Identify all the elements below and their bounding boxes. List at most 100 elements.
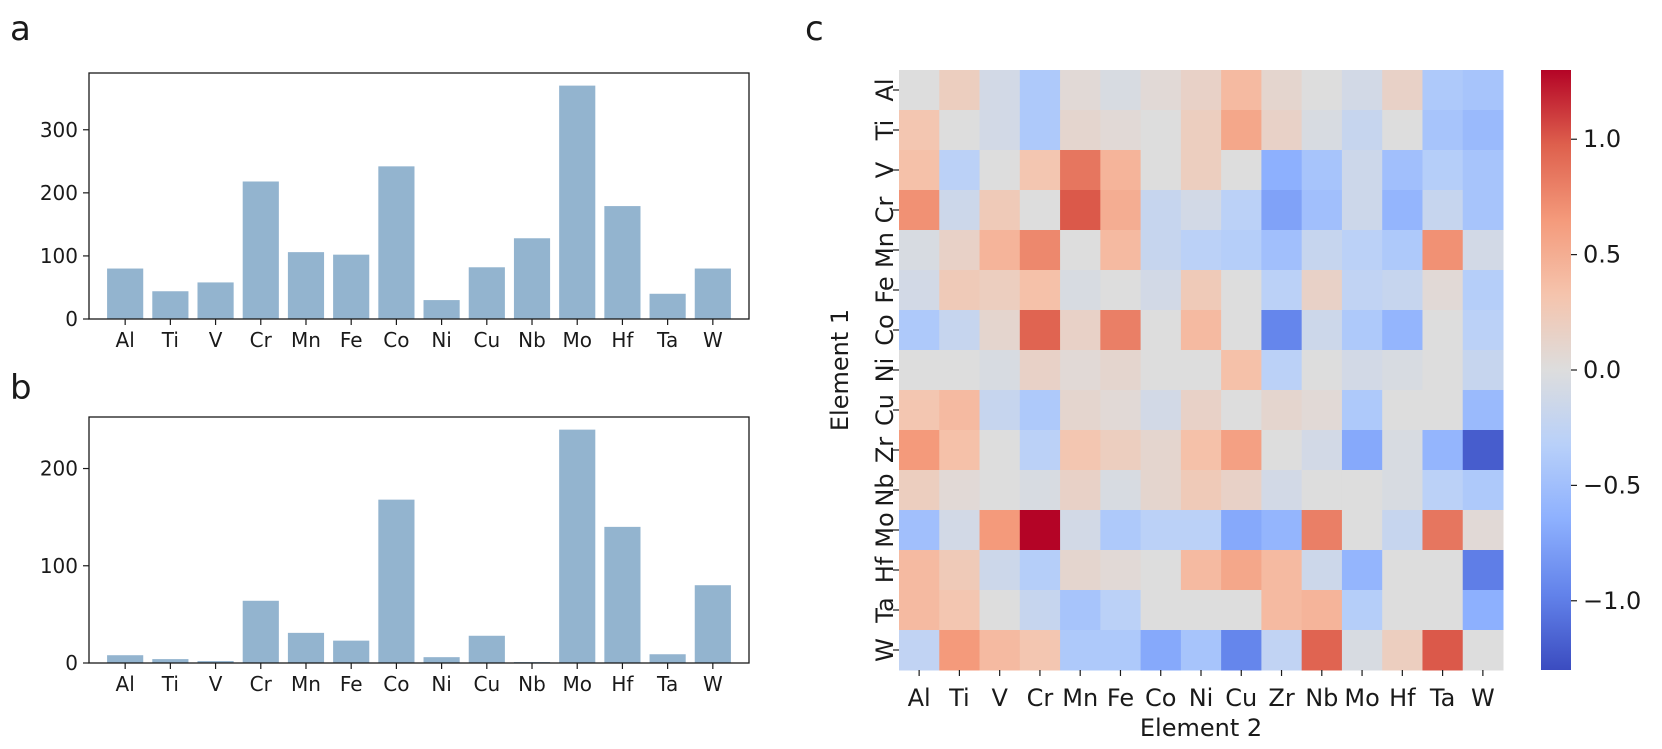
heatmap-y-label-hf: Hf: [871, 556, 899, 583]
heatmap-cell-mn-mo: [1341, 230, 1383, 271]
heatmap-cell-mo-nb: [1301, 510, 1343, 551]
heatmap-cell-co-nb: [1301, 310, 1343, 351]
bar-b-cr: [242, 600, 279, 663]
bar-b-fe: [333, 640, 370, 663]
heatmap-cell-hf-al: [899, 550, 940, 591]
heatmap-cell-mn-hf: [1382, 230, 1423, 271]
y-tick-label-a-200: 200: [40, 181, 78, 205]
heatmap-cell-mo-co: [1140, 510, 1182, 551]
heatmap-cell-cr-mo: [1341, 190, 1383, 231]
heatmap-cell-fe-ni: [1180, 270, 1222, 311]
heatmap-cell-cu-ni: [1180, 390, 1222, 431]
heatmap-cell-co-co: [1140, 310, 1182, 351]
bar-a-ti: [152, 291, 189, 319]
heatmap-cell-zr-mo: [1341, 430, 1383, 471]
heatmap-cell-hf-ni: [1180, 550, 1222, 591]
heatmap-cell-nb-hf: [1382, 470, 1423, 511]
heatmap-cell-zr-zr: [1261, 430, 1303, 471]
heatmap-x-label-w: W: [1471, 684, 1495, 712]
heatmap-cell-zr-mn: [1060, 430, 1101, 471]
heatmap-cell-fe-mo: [1341, 270, 1383, 311]
x-ticks-b: Al Ti V Cr Mn Fe Co Ni Cu Nb Mo Hf Ta W: [116, 663, 723, 696]
heatmap-cell-al-fe: [1100, 70, 1142, 111]
heatmap-cell-zr-cu: [1221, 430, 1262, 471]
y-tick-label-b-0: 0: [65, 651, 78, 675]
heatmap-cell-mo-hf: [1382, 510, 1423, 551]
heatmap-cell-zr-w: [1462, 430, 1504, 471]
heatmap-cell-mo-ti: [939, 510, 981, 551]
x-ticks-a: Al Ti V Cr Mn Fe Co Ni Cu Nb Mo Hf Ta W: [116, 319, 723, 352]
heatmap-cell-ta-mn: [1060, 590, 1101, 631]
colorbar: 1.0 0.5 0.0 −0.5 −1.0: [1541, 70, 1641, 670]
x-axis-title: Element 2: [1140, 714, 1262, 742]
heatmap-cell-v-mo: [1341, 150, 1383, 191]
x-tick-label-b-mo: Mo: [562, 672, 592, 696]
heatmap-cell-hf-cu: [1221, 550, 1262, 591]
heatmap-cell-nb-nb: [1301, 470, 1343, 511]
heatmap-cell-cu-ti: [939, 390, 981, 431]
heatmap-cell-fe-cr: [1019, 270, 1061, 311]
heatmap-cell-w-cu: [1221, 630, 1262, 671]
heatmap-cell-mo-cu: [1221, 510, 1262, 551]
heatmap-cell-zr-ti: [939, 430, 981, 471]
heatmap-y-label-ti: Ti: [871, 120, 899, 142]
panel-label-c: c: [805, 9, 824, 49]
heatmap-cell-al-mn: [1060, 70, 1101, 111]
heatmap-cell-nb-fe: [1100, 470, 1142, 511]
heatmap-cell-zr-al: [899, 430, 940, 471]
bar-a-ni: [423, 300, 460, 319]
x-tick-label-a-al: Al: [116, 328, 135, 352]
heatmap-cell-al-ni: [1180, 70, 1222, 111]
x-tick-label-a-cr: Cr: [250, 328, 273, 352]
bar-b-hf: [604, 526, 641, 663]
heatmap-cell-v-al: [899, 150, 940, 191]
heatmap-y-label-ni: Ni: [871, 358, 899, 383]
heatmap-cell-fe-mn: [1060, 270, 1101, 311]
heatmap-cell-cr-ni: [1180, 190, 1222, 231]
heatmap-cell-mo-mn: [1060, 510, 1101, 551]
heatmap-cell-ni-co: [1140, 350, 1182, 391]
heatmap-cell-w-ti: [939, 630, 981, 671]
heatmap-y-label-cr: Cr: [871, 197, 899, 224]
bar-b-co: [378, 499, 415, 663]
heatmap-x-label-ti: Ti: [948, 684, 970, 712]
heatmap-cell-co-ni: [1180, 310, 1222, 351]
bar-a-w: [694, 268, 731, 319]
heatmap-cell-nb-al: [899, 470, 940, 511]
x-tick-label-b-w: W: [703, 672, 723, 696]
x-tick-label-a-mo: Mo: [562, 328, 592, 352]
x-tick-label-b-hf: Hf: [611, 672, 634, 696]
x-tick-label-a-co: Co: [383, 328, 409, 352]
x-tick-label-a-hf: Hf: [611, 328, 634, 352]
heatmap-y-label-mo: Mo: [871, 512, 899, 547]
heatmap-cell-w-ta: [1422, 630, 1464, 671]
heatmap-cell-v-fe: [1100, 150, 1142, 191]
heatmap-cell-mn-zr: [1261, 230, 1303, 271]
heatmap-cell-nb-zr: [1261, 470, 1303, 511]
bar-a-al: [107, 268, 144, 319]
heatmap-cell-ni-cu: [1221, 350, 1262, 391]
x-tick-label-b-v: V: [209, 672, 223, 696]
heatmap-cell-nb-ni: [1180, 470, 1222, 511]
colorbar-tick-label: 0.0: [1583, 356, 1621, 384]
bar-a-ta: [649, 293, 686, 319]
heatmap-cell-cr-ta: [1422, 190, 1464, 231]
heatmap-cell-cu-v: [979, 390, 1021, 431]
x-tick-label-a-fe: Fe: [340, 328, 363, 352]
bar-b-al: [107, 655, 144, 663]
heatmap-cell-nb-cr: [1019, 470, 1061, 511]
heatmap-y-ticks: Al Ti V Cr Mn Fe Co Ni Cu Zr Nb Mo Hf Ta W: [871, 78, 899, 662]
heatmap-cell-ni-cr: [1019, 350, 1061, 391]
heatmap-cell-mo-w: [1462, 510, 1504, 551]
heatmap-cell-mn-nb: [1301, 230, 1343, 271]
y-tick-label-b-100: 100: [40, 554, 78, 578]
heatmap-cell-nb-ti: [939, 470, 981, 511]
heatmap-cell-v-hf: [1382, 150, 1423, 191]
bar-b-mo: [559, 429, 596, 663]
heatmap-cell-al-mo: [1341, 70, 1383, 111]
x-tick-label-b-ta: Ta: [656, 672, 678, 696]
heatmap-cell-cu-mn: [1060, 390, 1101, 431]
heatmap-cell-w-mn: [1060, 630, 1101, 671]
heatmap-cell-zr-ta: [1422, 430, 1464, 471]
heatmap-cell-hf-mn: [1060, 550, 1101, 591]
